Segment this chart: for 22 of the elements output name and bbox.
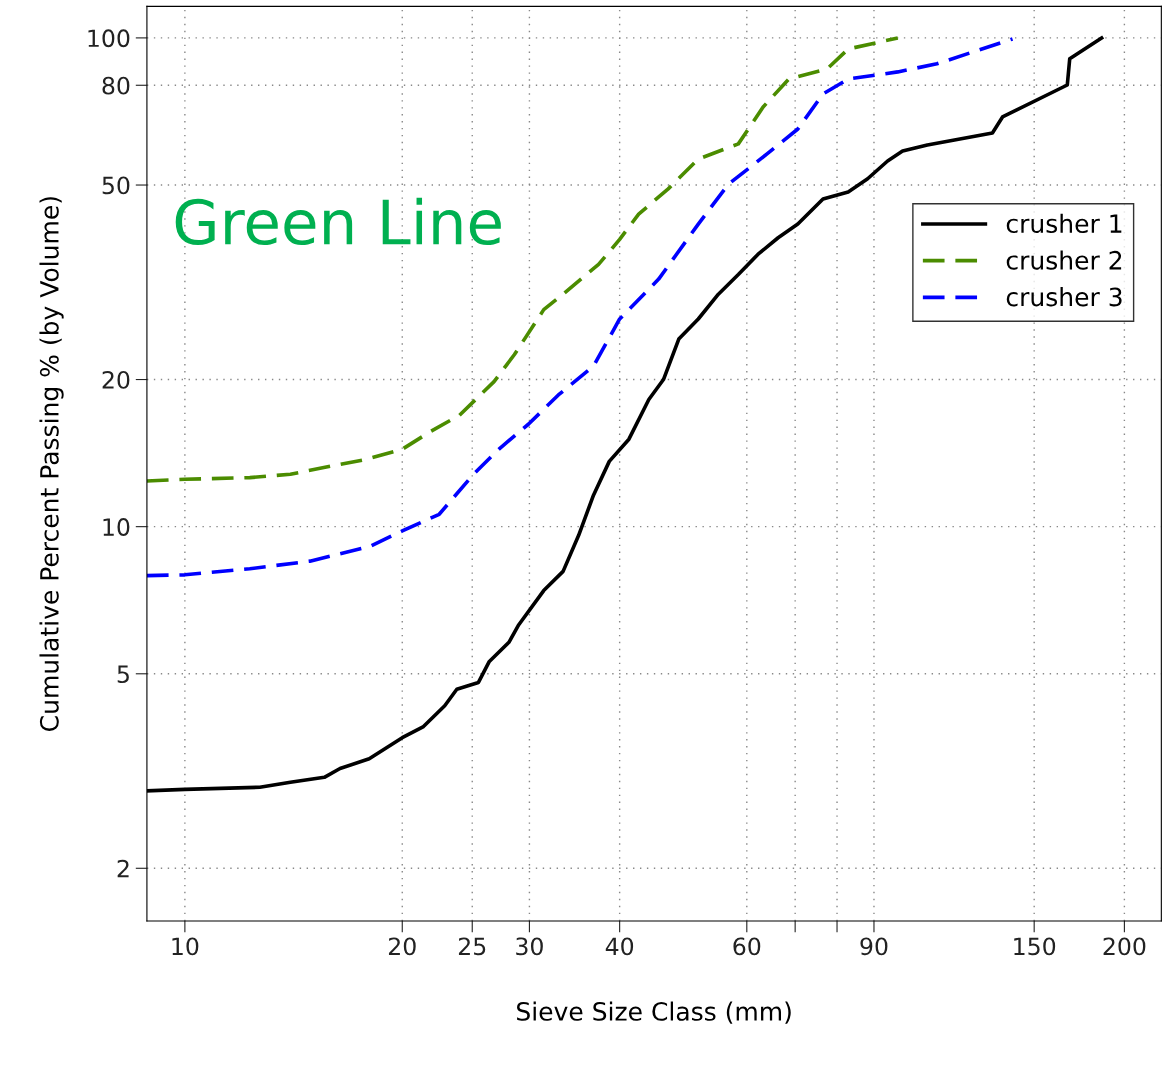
x-tick-label: 40: [605, 937, 634, 956]
legend-label: crusher 3: [1006, 287, 1122, 307]
legend-label: crusher 2: [1006, 250, 1122, 270]
y-tick-label: 100: [88, 29, 130, 48]
y-tick-label: 2: [117, 859, 129, 878]
x-axis-title: Sieve Size Class (mm): [517, 1001, 791, 1024]
y-tick-label: 50: [102, 176, 130, 195]
x-tick-label: 10: [172, 937, 199, 956]
y-tick-label: 20: [102, 370, 130, 389]
y-tick-label: 80: [102, 76, 130, 95]
y-tick-label: 10: [103, 518, 130, 536]
x-tick-label: 60: [733, 937, 761, 956]
x-tick-label: 150: [1014, 937, 1056, 956]
x-tick-label: 30: [516, 937, 543, 956]
y-tick-label: 5: [117, 665, 129, 684]
annotation: Green Line: [175, 197, 501, 246]
y-axis-title: Cumulative Percent Passing % (by Volume): [39, 197, 64, 731]
x-tick-label: 20: [388, 937, 416, 956]
x-tick-label: 90: [860, 937, 888, 956]
legend-label: crusher 1: [1006, 213, 1122, 234]
x-tick-label: 25: [458, 937, 486, 956]
x-tick-label: 200: [1103, 937, 1146, 956]
